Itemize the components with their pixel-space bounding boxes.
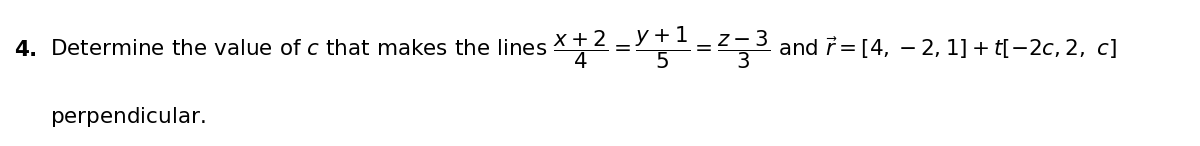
Text: $\mathrm{perpendicular.}$: $\mathrm{perpendicular.}$ xyxy=(50,105,206,129)
Text: $\mathrm{Determine\ the\ value\ of\ }c\mathrm{\ that\ makes\ the\ lines\ }\dfrac: $\mathrm{Determine\ the\ value\ of\ }c\m… xyxy=(50,24,1117,71)
Text: $\mathbf{4.}$: $\mathbf{4.}$ xyxy=(13,40,36,60)
